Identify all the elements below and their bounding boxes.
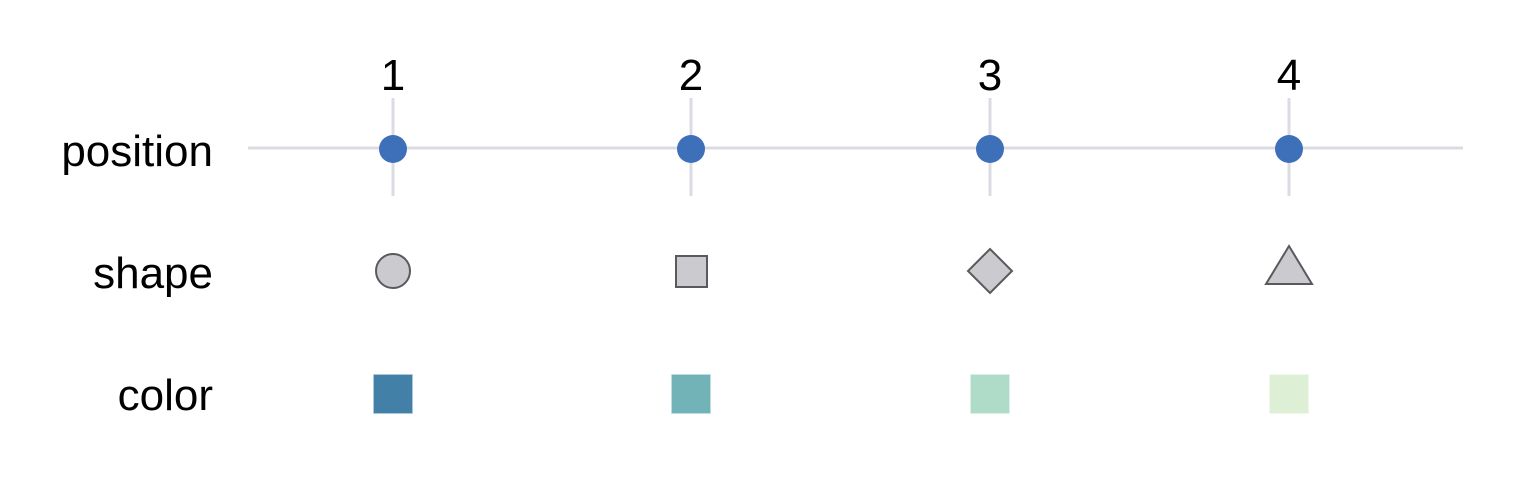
row-label-position: position	[61, 127, 213, 176]
row-label-shape: shape	[93, 249, 213, 298]
position-point	[1275, 135, 1303, 163]
column-1: 1	[373, 51, 413, 414]
square-icon	[675, 255, 708, 288]
column-label: 2	[679, 51, 703, 100]
color-swatch	[373, 374, 413, 414]
position-point	[677, 135, 705, 163]
position-point	[379, 135, 407, 163]
color-swatch	[671, 374, 711, 414]
column-3: 3	[966, 51, 1014, 414]
column-4: 4	[1264, 51, 1314, 414]
column-2: 2	[671, 51, 711, 414]
column-label: 1	[381, 51, 405, 100]
column-label: 4	[1277, 51, 1301, 100]
color-swatch	[970, 374, 1010, 414]
row-label-color: color	[118, 371, 213, 420]
column-label: 3	[978, 51, 1002, 100]
triangle-icon	[1264, 244, 1314, 285]
position-point	[976, 135, 1004, 163]
circle-icon	[375, 253, 411, 289]
color-swatch	[1269, 374, 1309, 414]
diamond-icon	[966, 247, 1014, 295]
